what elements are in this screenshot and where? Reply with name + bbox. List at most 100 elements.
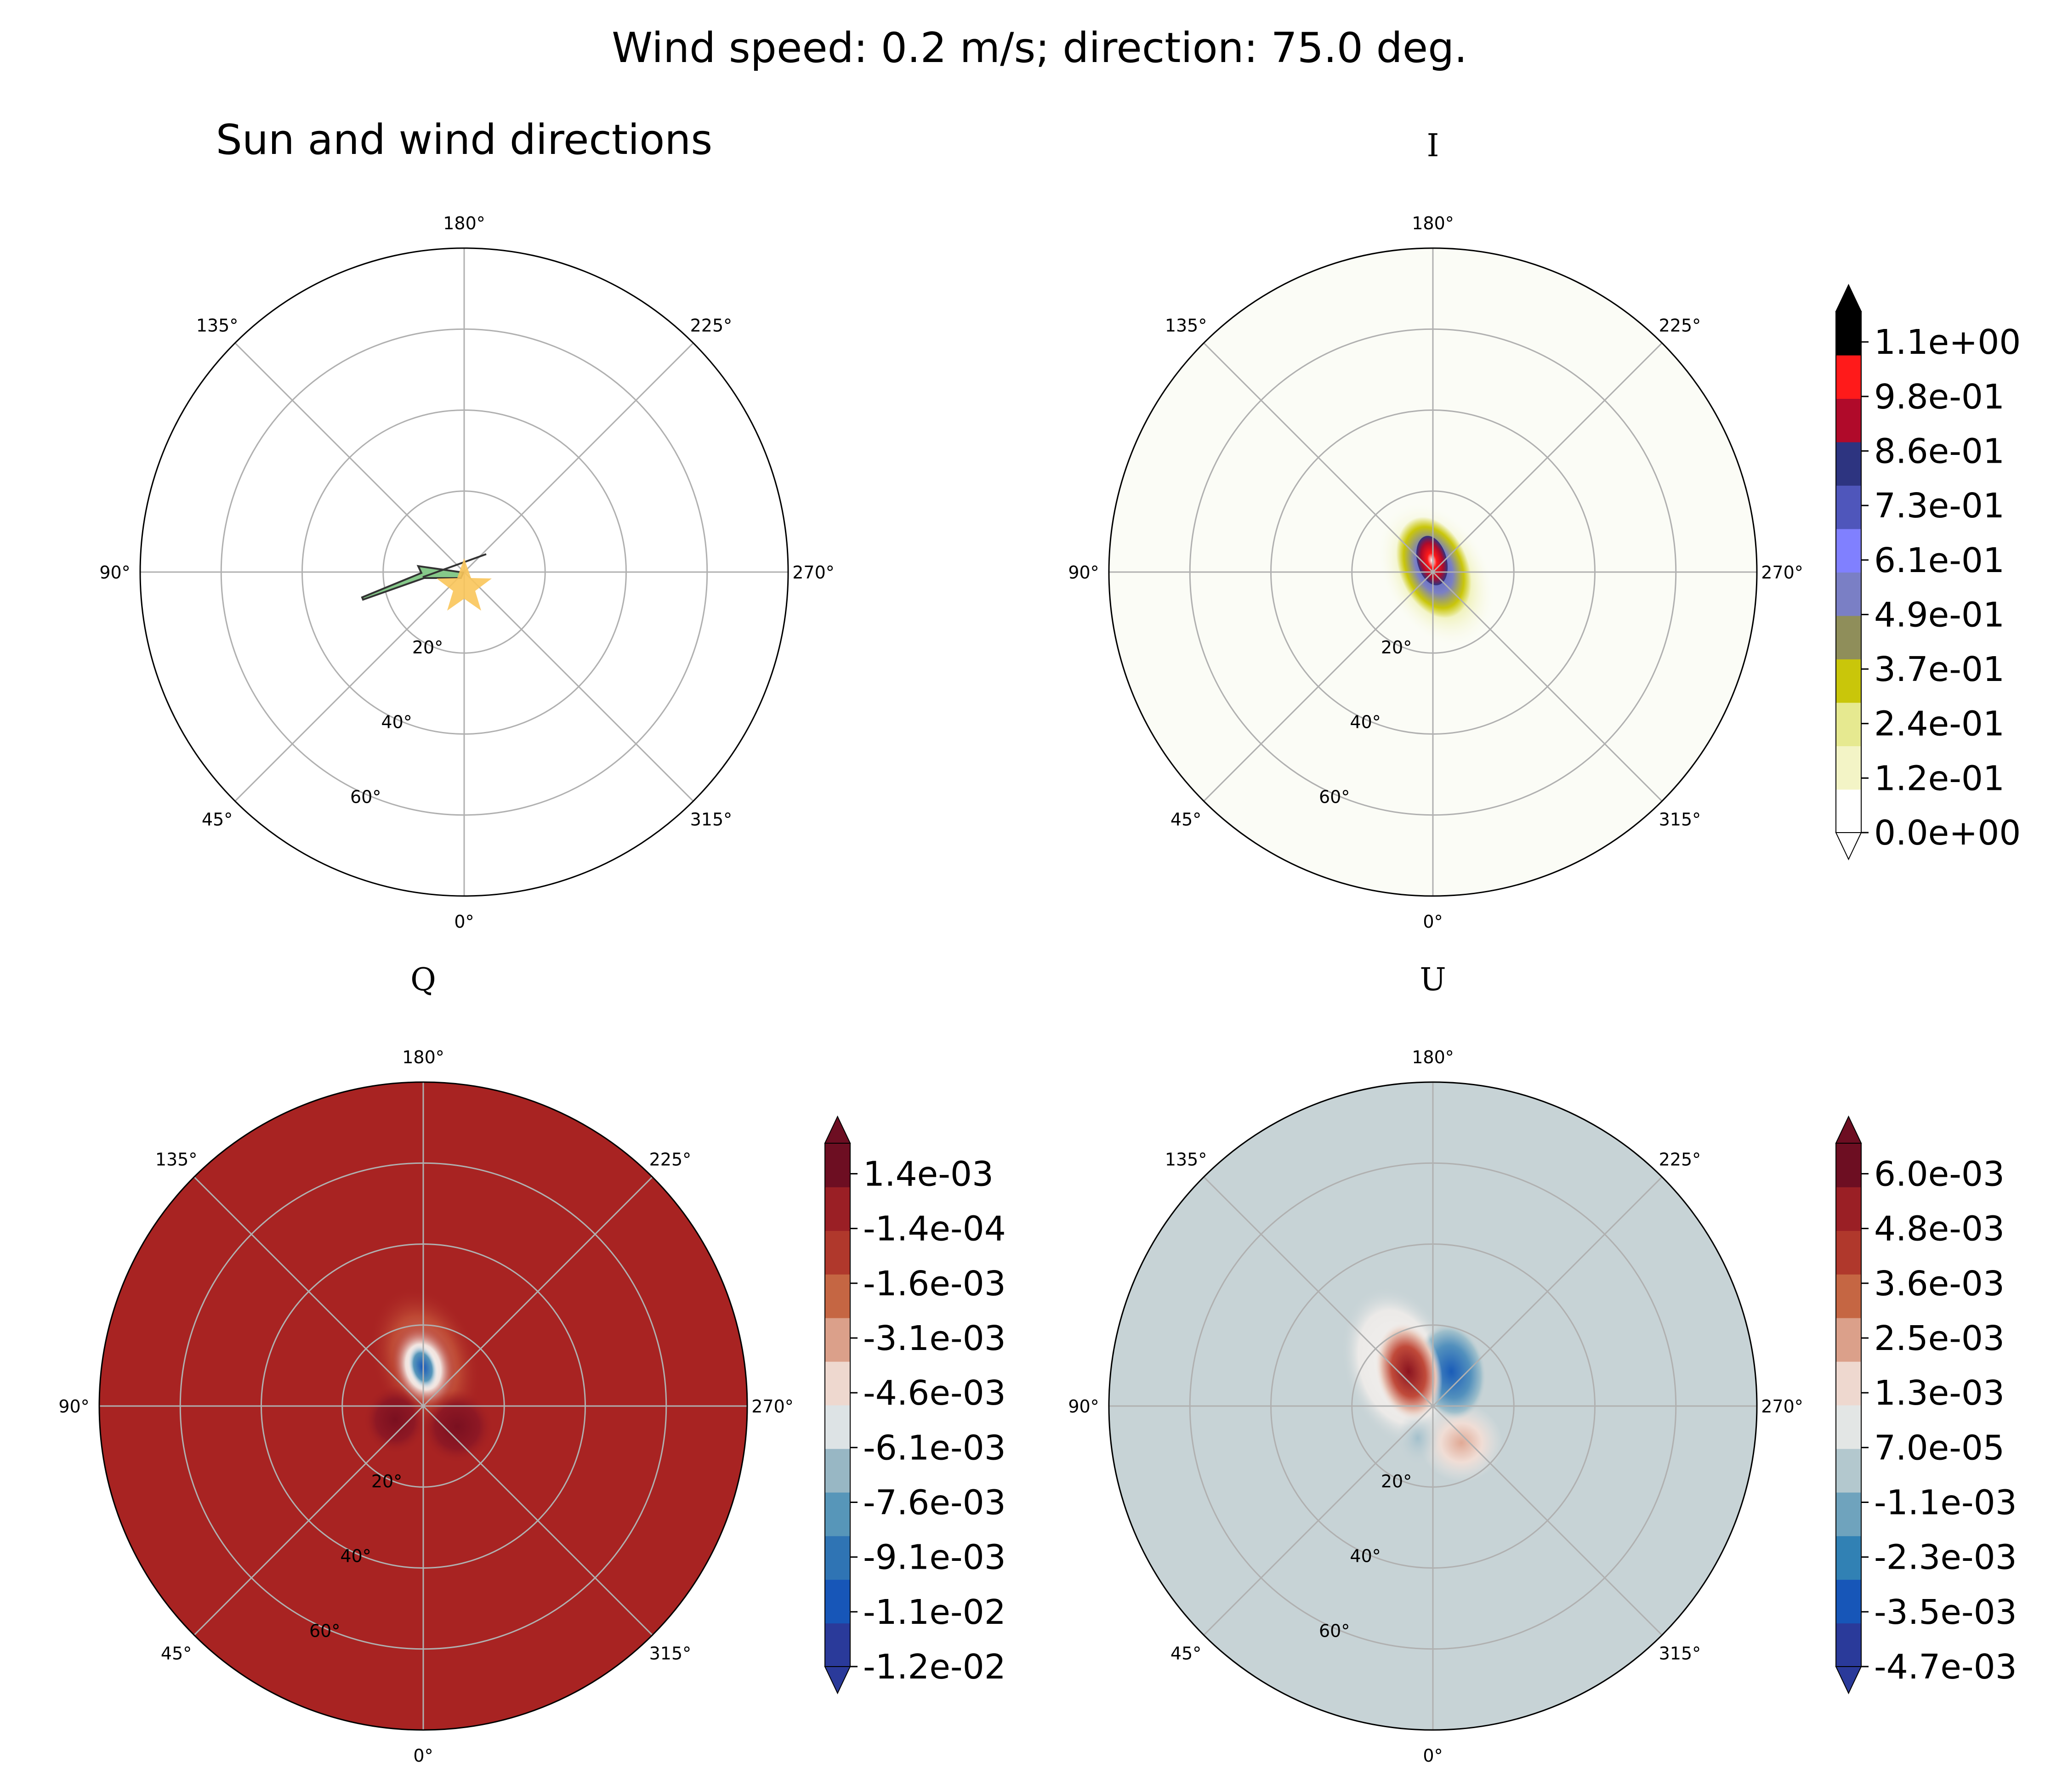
colorbar-segment <box>1836 615 1861 659</box>
theta-gridline <box>234 571 465 802</box>
colorbar-tick-label: -1.2e-02 <box>863 1647 1006 1687</box>
colorbar-Q: 1.4e-03 -1.4e-04 -1.6e-03 -3.1e-03 -4.6e-03 -… <box>824 1115 1006 1695</box>
panel-title-I: I <box>1427 128 1439 164</box>
theta-tick-label: 135° <box>155 1150 198 1170</box>
colorbar-frame <box>1835 311 1862 833</box>
wind-marker <box>361 553 487 601</box>
polar-grid <box>1109 248 1757 896</box>
colorbar-tick-label: -4.7e-03 <box>1874 1647 2017 1687</box>
colorbar-segment <box>1836 1448 1861 1493</box>
colorbar-segment <box>1836 1405 1861 1449</box>
colorbar-segment <box>1836 442 1861 486</box>
U-lblue-lobe <box>1397 1411 1438 1466</box>
colorbar-segment <box>1836 1186 1861 1231</box>
theta-tick-label: 270° <box>1761 1396 1803 1417</box>
sun-star-icon <box>437 558 492 611</box>
theta-tick-label: 315° <box>1659 1643 1701 1663</box>
r-tick-label: 20° <box>371 1471 402 1491</box>
colorbar-U: 6.0e-03 4.8e-03 3.6e-03 2.5e-03 1.3e-03 7.0e-… <box>1835 1115 2017 1695</box>
r-tick-label: 20° <box>412 637 443 658</box>
r-tick-label: 60° <box>1319 787 1350 807</box>
colorbar-tick-label: 8.6e-01 <box>1874 431 2005 471</box>
r-tick-label: 40° <box>340 1546 371 1566</box>
theta-tick-label: 180° <box>1412 1047 1454 1067</box>
theta-tick-label: 180° <box>402 1047 444 1067</box>
colorbar-segment <box>825 1536 850 1580</box>
colorbar-extend-min <box>1835 1666 1862 1695</box>
colorbar-tick-label: 3.7e-01 <box>1874 650 2005 689</box>
theta-tick-label: 315° <box>649 1643 692 1663</box>
colorbar-segment <box>825 1274 850 1318</box>
colorbar-tick-label: -4.6e-03 <box>863 1373 1006 1413</box>
theta-tick-label: 225° <box>1659 1150 1701 1170</box>
colorbar-tick-label: 1.4e-03 <box>863 1154 994 1194</box>
polar-U: 0° 45° 90° 135° 180° 225° 270° 315° 20° 40° 60° <box>1068 1047 1803 1766</box>
Q-field <box>363 1287 494 1463</box>
colorbar-tick-label: -6.1e-03 <box>863 1428 1006 1468</box>
colorbar-segment <box>1836 1536 1861 1580</box>
wind-shaft <box>422 553 487 578</box>
theta-tick-label: 270° <box>751 1396 794 1417</box>
colorbar-frame <box>1835 1143 1862 1667</box>
colorbar-segment <box>1836 312 1861 356</box>
theta-gridline <box>1432 1176 1663 1407</box>
r-tick-label: 40° <box>1350 712 1381 732</box>
colorbar-segment <box>825 1448 850 1493</box>
theta-gridline <box>193 1405 424 1636</box>
polar-spine <box>1108 247 1758 897</box>
r-tick-label: 60° <box>1319 1621 1350 1641</box>
colorbar-tick-label: -9.1e-03 <box>863 1538 1006 1577</box>
theta-tick-label: 270° <box>792 562 835 583</box>
theta-gridline <box>1432 342 1663 573</box>
theta-gridline <box>422 1176 653 1407</box>
colorbar-segment <box>1836 789 1861 833</box>
colorbar-tick-label: -3.1e-03 <box>863 1319 1006 1358</box>
polar-sun-wind: 0° 45° 90° 135° 180° 225° 270° 315° 20° 40° 60° <box>99 213 834 932</box>
colorbar-extend-min <box>1835 832 1862 861</box>
colorbar-segment <box>1836 572 1861 616</box>
theta-gridline <box>1203 1176 1434 1407</box>
colorbar-tick-label: -1.1e-02 <box>863 1593 1006 1632</box>
wind-arrow-icon <box>361 565 465 601</box>
colorbar-tick-label: 6.0e-03 <box>1874 1154 2005 1194</box>
colorbar-segment <box>1836 746 1861 790</box>
colorbar-I: 1.1e+00 9.8e-01 8.6e-01 7.3e-01 6.1e-01 4.9e-… <box>1835 284 2021 861</box>
colorbar-segment <box>1836 1623 1861 1667</box>
theta-tick-label: 315° <box>690 809 733 829</box>
r-tick-label: 20° <box>1381 637 1412 658</box>
colorbar-segment <box>1836 1274 1861 1318</box>
colorbar-tick-label: -2.3e-03 <box>1874 1538 2017 1577</box>
colorbar-tick-label: 7.0e-05 <box>1874 1428 2005 1468</box>
colorbar-tick-label: -1.4e-04 <box>863 1209 1006 1249</box>
colorbar-tick-label: -7.6e-03 <box>863 1483 1006 1522</box>
theta-gridline <box>1203 342 1434 573</box>
colorbar-segment <box>1836 355 1861 399</box>
colorbar-segment <box>825 1405 850 1449</box>
theta-tick-label: 45° <box>1170 809 1201 829</box>
colorbar-tick-label: 1.2e-01 <box>1874 759 2005 798</box>
colorbar-segment <box>1836 1317 1861 1362</box>
colorbar-tick-label: 4.9e-01 <box>1874 595 2005 635</box>
theta-tick-label: 225° <box>649 1150 692 1170</box>
colorbar-segment <box>825 1143 850 1187</box>
colorbar-segment <box>825 1361 850 1406</box>
theta-gridline <box>463 342 694 573</box>
colorbar-extend-max <box>1835 284 1862 312</box>
theta-tick-label: 225° <box>690 316 733 336</box>
theta-gridline <box>1432 1405 1663 1636</box>
colorbar-extend-max <box>824 1115 851 1144</box>
colorbar-tick-label: 1.1e+00 <box>1874 323 2021 362</box>
r-tick-label: 20° <box>1381 1471 1412 1491</box>
theta-tick-label: 180° <box>1412 213 1454 233</box>
colorbar-segment <box>1836 702 1861 746</box>
colorbar-segment <box>1836 1361 1861 1406</box>
theta-tick-label: 315° <box>1659 809 1701 829</box>
polar-spine <box>98 1081 748 1731</box>
colorbar-tick-label: -3.5e-03 <box>1874 1593 2017 1632</box>
r-tick-label: 40° <box>1350 1546 1381 1566</box>
colorbar-segment <box>825 1579 850 1624</box>
colorbar-segment <box>1836 485 1861 529</box>
r-tick-label: 40° <box>381 712 412 732</box>
U-field <box>1341 1286 1503 1482</box>
polar-grid <box>1109 1082 1757 1730</box>
